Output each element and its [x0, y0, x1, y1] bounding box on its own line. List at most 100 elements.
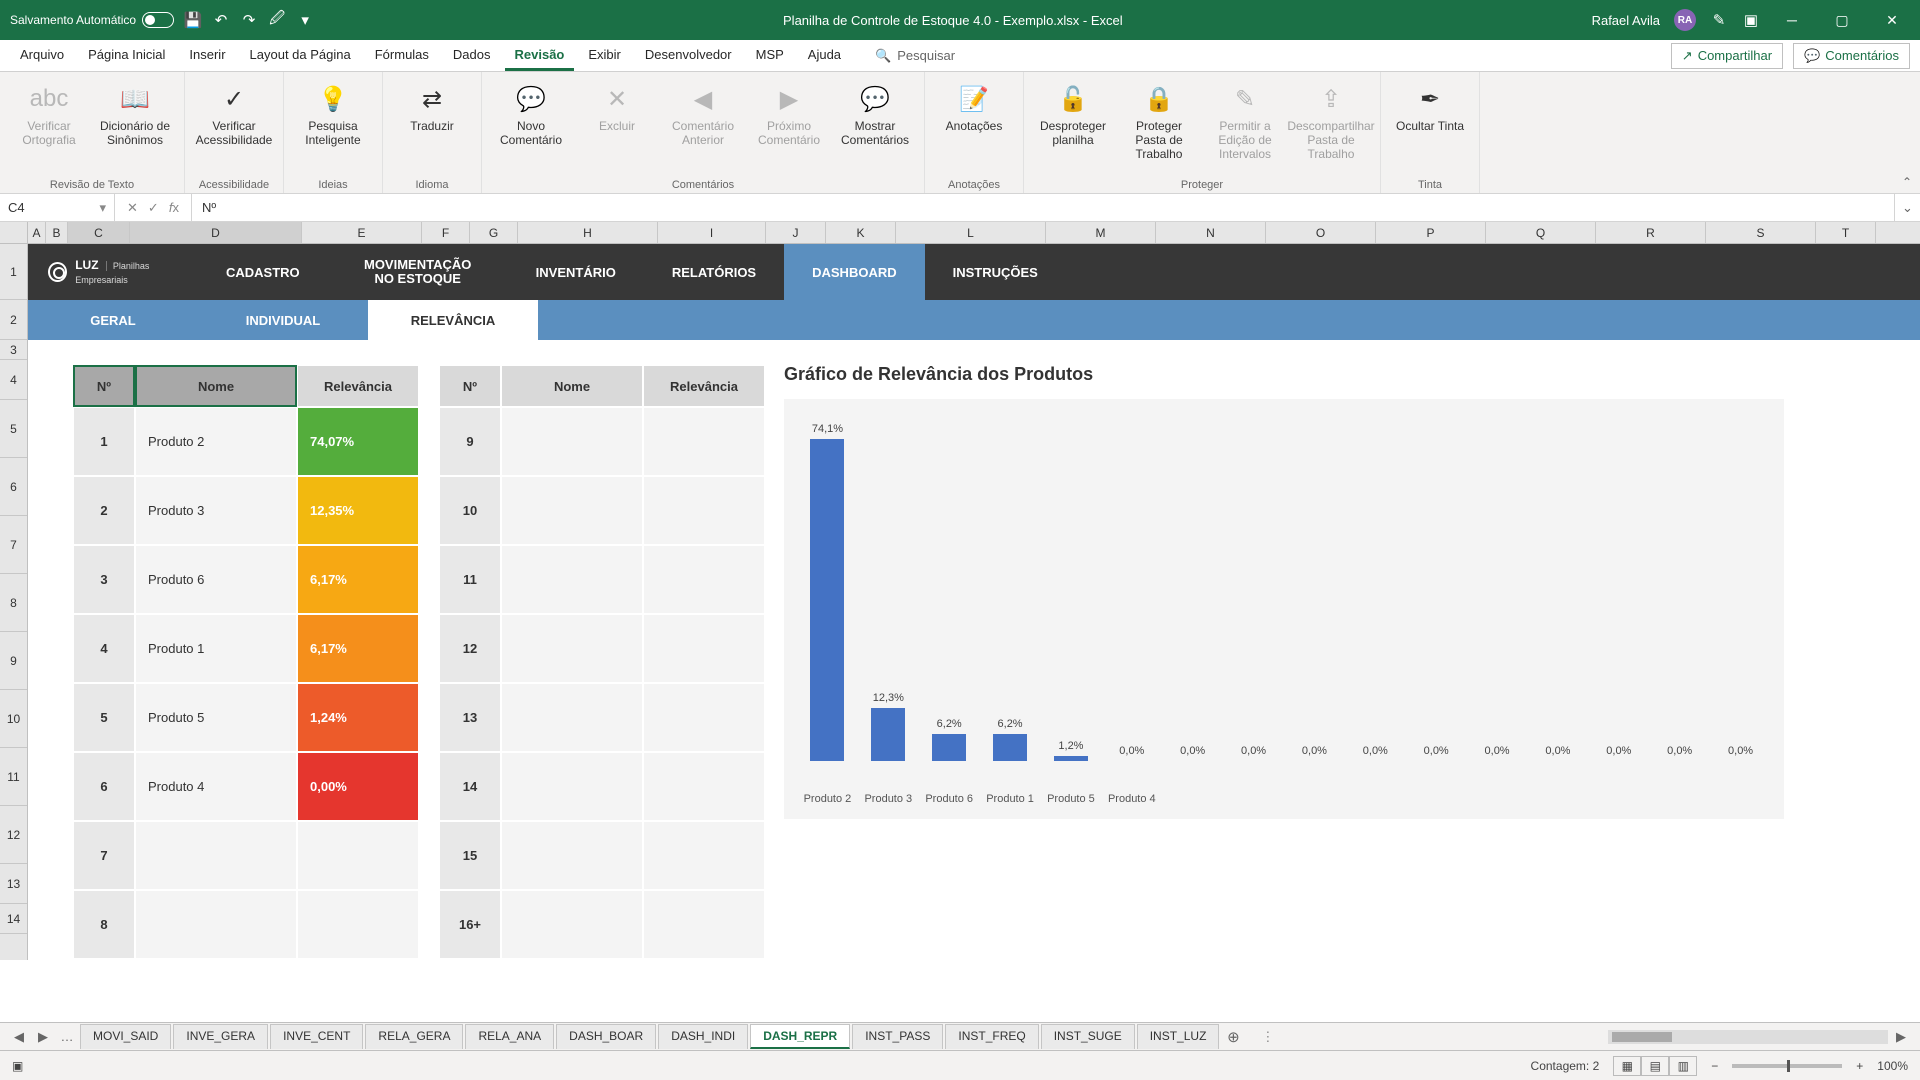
sheet-nav-item[interactable]: INVENTÁRIO	[508, 244, 644, 300]
cell-no[interactable]: 9	[440, 408, 500, 475]
ribbon-button[interactable]: ⇄Traduzir	[393, 82, 471, 134]
row-header[interactable]: 2	[0, 300, 27, 340]
menu-tab-página-inicial[interactable]: Página Inicial	[78, 41, 175, 71]
column-header[interactable]: H	[518, 222, 658, 243]
sheet-subnav-item[interactable]: INDIVIDUAL	[198, 300, 368, 340]
sheet-tab[interactable]: DASH_BOAR	[556, 1024, 656, 1049]
sheet-tab[interactable]: DASH_INDI	[658, 1024, 748, 1049]
zoom-level[interactable]: 100%	[1877, 1059, 1908, 1073]
impressions-icon[interactable]: ✎	[1710, 11, 1728, 29]
cell-name[interactable]	[502, 477, 642, 544]
select-all-corner[interactable]	[0, 222, 28, 243]
table-header[interactable]: Nº	[74, 366, 134, 406]
cell-name[interactable]	[502, 753, 642, 820]
row-header[interactable]: 11	[0, 748, 27, 806]
cell-relevance[interactable]: 12,35%	[298, 477, 418, 544]
column-header[interactable]: T	[1816, 222, 1876, 243]
cell-no[interactable]: 5	[74, 684, 134, 751]
formula-input[interactable]: Nº	[192, 200, 1894, 215]
sheet-nav-item[interactable]: DASHBOARD	[784, 244, 925, 300]
column-header[interactable]: J	[766, 222, 826, 243]
row-header[interactable]: 3	[0, 340, 27, 360]
close-button[interactable]: ✕	[1874, 6, 1910, 34]
cell-relevance[interactable]: 74,07%	[298, 408, 418, 475]
cell-name[interactable]	[502, 891, 642, 958]
zoom-in-icon[interactable]: +	[1856, 1059, 1863, 1073]
sheet-nav-item[interactable]: CADASTRO	[198, 244, 328, 300]
ribbon-button[interactable]: 📝Anotações	[935, 82, 1013, 134]
cell-relevance[interactable]	[644, 891, 764, 958]
sheet-tab[interactable]: INST_PASS	[852, 1024, 943, 1049]
sheet-nav-item[interactable]: INSTRUÇÕES	[925, 244, 1066, 300]
column-header[interactable]: R	[1596, 222, 1706, 243]
sheet-nav-more-icon[interactable]: …	[56, 1029, 78, 1044]
column-header[interactable]: E	[302, 222, 422, 243]
cell-no[interactable]: 12	[440, 615, 500, 682]
redo-icon[interactable]: ↷	[240, 11, 258, 29]
cell-name[interactable]: Produto 4	[136, 753, 296, 820]
ribbon-button[interactable]: ✓Verificar Acessibilidade	[195, 82, 273, 148]
menu-tab-revisão[interactable]: Revisão	[505, 41, 575, 71]
menu-tab-arquivo[interactable]: Arquivo	[10, 41, 74, 71]
qat-dropdown-icon[interactable]: ▾	[296, 11, 314, 29]
column-header[interactable]: I	[658, 222, 766, 243]
row-header[interactable]: 1	[0, 244, 27, 300]
sheet-split-icon[interactable]: ⋮	[1261, 1029, 1274, 1045]
ribbon-button[interactable]: 🔓Desproteger planilha	[1034, 82, 1112, 148]
sheet-nav-item[interactable]: MOVIMENTAÇÃONO ESTOQUE	[328, 244, 508, 300]
menu-tab-fórmulas[interactable]: Fórmulas	[365, 41, 439, 71]
sheet-tab[interactable]: DASH_REPR	[750, 1024, 850, 1049]
row-header[interactable]: 9	[0, 632, 27, 690]
cancel-formula-icon[interactable]: ✕	[127, 200, 138, 216]
table-header[interactable]: Nº	[440, 366, 500, 406]
cell-no[interactable]: 14	[440, 753, 500, 820]
menu-tab-desenvolvedor[interactable]: Desenvolvedor	[635, 41, 742, 71]
column-header[interactable]: B	[46, 222, 68, 243]
cell-relevance[interactable]	[298, 822, 418, 889]
ribbon-button[interactable]: 📖Dicionário de Sinônimos	[96, 82, 174, 148]
cell-name[interactable]	[502, 408, 642, 475]
cell-no[interactable]: 7	[74, 822, 134, 889]
table-header[interactable]: Nome	[136, 366, 296, 406]
cell-name[interactable]	[502, 822, 642, 889]
column-header[interactable]: Q	[1486, 222, 1596, 243]
menu-tab-msp[interactable]: MSP	[746, 41, 794, 71]
zoom-out-icon[interactable]: −	[1711, 1059, 1718, 1073]
cell-no[interactable]: 11	[440, 546, 500, 613]
ribbon-button[interactable]: ✒Ocultar Tinta	[1391, 82, 1469, 134]
table-header[interactable]: Nome	[502, 366, 642, 406]
cell-relevance[interactable]: 1,24%	[298, 684, 418, 751]
cell-relevance[interactable]	[298, 891, 418, 958]
ribbon-display-icon[interactable]: ▣	[1742, 11, 1760, 29]
menu-tab-inserir[interactable]: Inserir	[179, 41, 235, 71]
column-header[interactable]: N	[1156, 222, 1266, 243]
scroll-right-icon[interactable]: ▶	[1890, 1029, 1912, 1045]
ribbon-button[interactable]: 🔒Proteger Pasta de Trabalho	[1120, 82, 1198, 161]
row-header[interactable]: 4	[0, 360, 27, 400]
touch-mode-icon[interactable]: 🖉	[268, 11, 286, 29]
fx-icon[interactable]: fx	[169, 200, 179, 215]
sheet-tab[interactable]: RELA_ANA	[465, 1024, 554, 1049]
menu-tab-ajuda[interactable]: Ajuda	[798, 41, 851, 71]
row-header[interactable]: 10	[0, 690, 27, 748]
sheet-tab[interactable]: INST_LUZ	[1137, 1024, 1220, 1049]
column-header[interactable]: P	[1376, 222, 1486, 243]
cell-no[interactable]: 1	[74, 408, 134, 475]
cell-no[interactable]: 2	[74, 477, 134, 544]
cell-relevance[interactable]: 6,17%	[298, 615, 418, 682]
sheet-nav-next-icon[interactable]: ▶	[32, 1029, 54, 1045]
sheet-tab[interactable]: INST_FREQ	[945, 1024, 1038, 1049]
cell-name[interactable]: Produto 3	[136, 477, 296, 544]
ribbon-collapse-icon[interactable]: ⌃	[1902, 175, 1912, 189]
view-page-break-icon[interactable]: ▥	[1669, 1056, 1697, 1076]
column-header[interactable]: A	[28, 222, 46, 243]
column-header[interactable]: K	[826, 222, 896, 243]
sheet-tab[interactable]: INST_SUGE	[1041, 1024, 1135, 1049]
column-header[interactable]: L	[896, 222, 1046, 243]
cell-no[interactable]: 13	[440, 684, 500, 751]
cell-no[interactable]: 8	[74, 891, 134, 958]
toggle-switch-icon[interactable]	[142, 12, 174, 28]
cell-relevance[interactable]: 0,00%	[298, 753, 418, 820]
sheet-nav-item[interactable]: RELATÓRIOS	[644, 244, 784, 300]
search-box[interactable]: 🔍 Pesquisar	[875, 48, 955, 64]
